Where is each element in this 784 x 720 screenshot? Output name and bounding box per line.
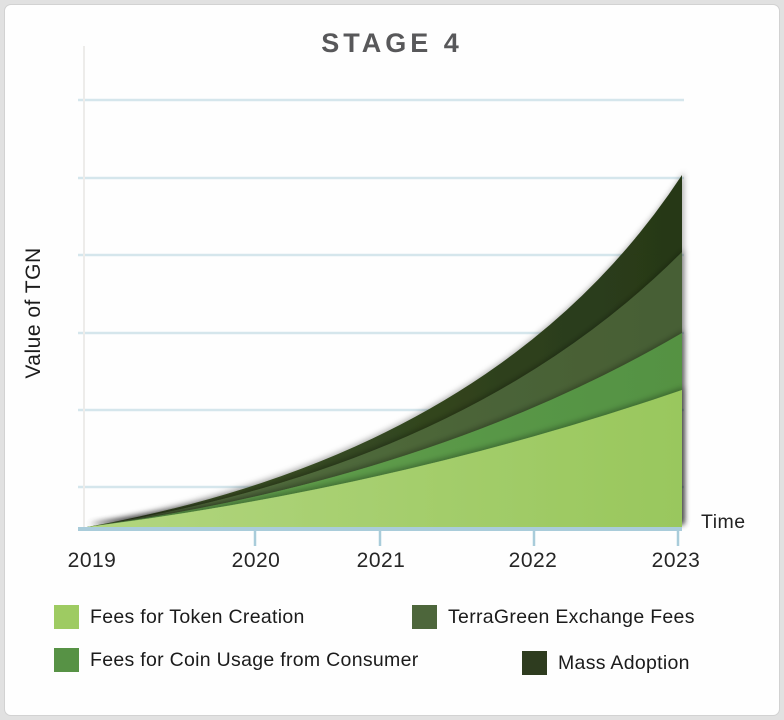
x-tick-label-2021: 2021 [356, 549, 406, 572]
x-tick-label-2023: 2023 [651, 549, 701, 572]
legend-label-coin-usage: Fees for Coin Usage from Consumer [90, 648, 419, 671]
legend-swatch-mass-adoption [522, 651, 547, 675]
legend-item-token-creation: Fees for Token Creation [54, 604, 305, 630]
x-tick-label-2022: 2022 [508, 549, 558, 572]
x-tick-label-2020: 2020 [231, 549, 281, 572]
legend-swatch-coin-usage [54, 648, 79, 672]
legend-item-coin-usage: Fees for Coin Usage from Consumer [54, 647, 419, 673]
legend-label-token-creation: Fees for Token Creation [90, 605, 305, 628]
x-axis-label: Time [701, 511, 746, 533]
legend-label-mass-adoption: Mass Adoption [558, 651, 690, 674]
legend-item-mass-adoption: Mass Adoption [522, 650, 690, 676]
legend-item-exchange-fees: TerraGreen Exchange Fees [412, 604, 695, 630]
chart-title: STAGE 4 [321, 28, 463, 58]
x-axis-ticks [253, 531, 680, 546]
legend-label-exchange-fees: TerraGreen Exchange Fees [448, 605, 695, 628]
x-tick-label-2019: 2019 [67, 549, 117, 572]
area-token-creation [87, 390, 682, 527]
legend-swatch-exchange-fees [412, 605, 437, 629]
legend-swatch-token-creation [54, 605, 79, 629]
